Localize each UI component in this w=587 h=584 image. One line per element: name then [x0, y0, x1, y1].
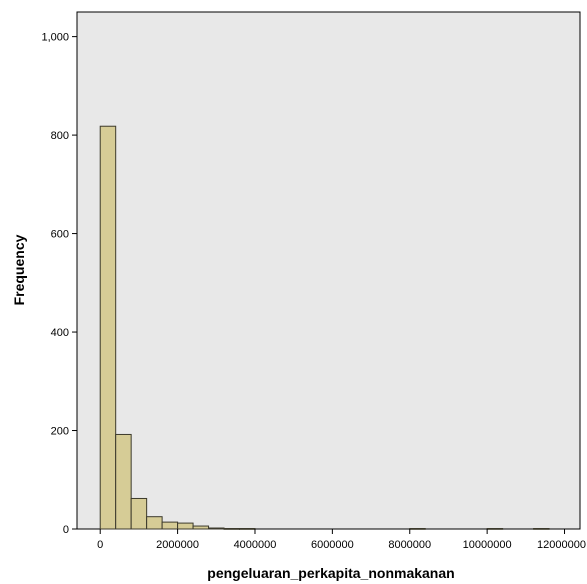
histogram-bar [223, 528, 241, 530]
x-tick-label: 8000000 [388, 539, 431, 551]
y-tick-label: 800 [51, 130, 69, 142]
y-axis-title: Frequency [11, 234, 27, 305]
histogram-bar [99, 125, 117, 530]
x-tick-label: 12000000 [537, 539, 586, 551]
x-axis: 0 2000000 4000000 6000000 8000000 10000000 120… [97, 529, 586, 551]
x-tick-label: 0 [97, 539, 103, 551]
y-tick-label: 600 [51, 229, 69, 241]
y-tick-label: 1,000 [41, 32, 69, 44]
histogram-bar [239, 528, 256, 530]
histogram-bar [115, 433, 132, 530]
histogram-bar [192, 525, 210, 530]
y-tick-label: 0 [63, 524, 69, 536]
histogram-bar [409, 528, 426, 530]
plot-area [76, 11, 581, 530]
y-tick-label: 200 [51, 426, 69, 438]
histogram-bar [486, 528, 504, 530]
y-tick-label: 400 [51, 327, 69, 339]
histogram-bars [99, 125, 550, 530]
histogram-bar [130, 497, 148, 530]
x-axis-title: pengeluaran_perkapita_nonmakanan [207, 565, 454, 581]
histogram-bar [161, 521, 179, 530]
histogram-bar [146, 516, 163, 530]
y-axis: 0 200 400 600 800 1,000 [41, 32, 77, 536]
x-tick-label: 6000000 [311, 539, 354, 551]
x-tick-label: 10000000 [463, 539, 512, 551]
histogram-bar [177, 522, 194, 530]
histogram-bar [533, 528, 550, 530]
histogram-bar [208, 527, 225, 530]
x-tick-label: 2000000 [156, 539, 199, 551]
x-tick-label: 4000000 [234, 539, 277, 551]
